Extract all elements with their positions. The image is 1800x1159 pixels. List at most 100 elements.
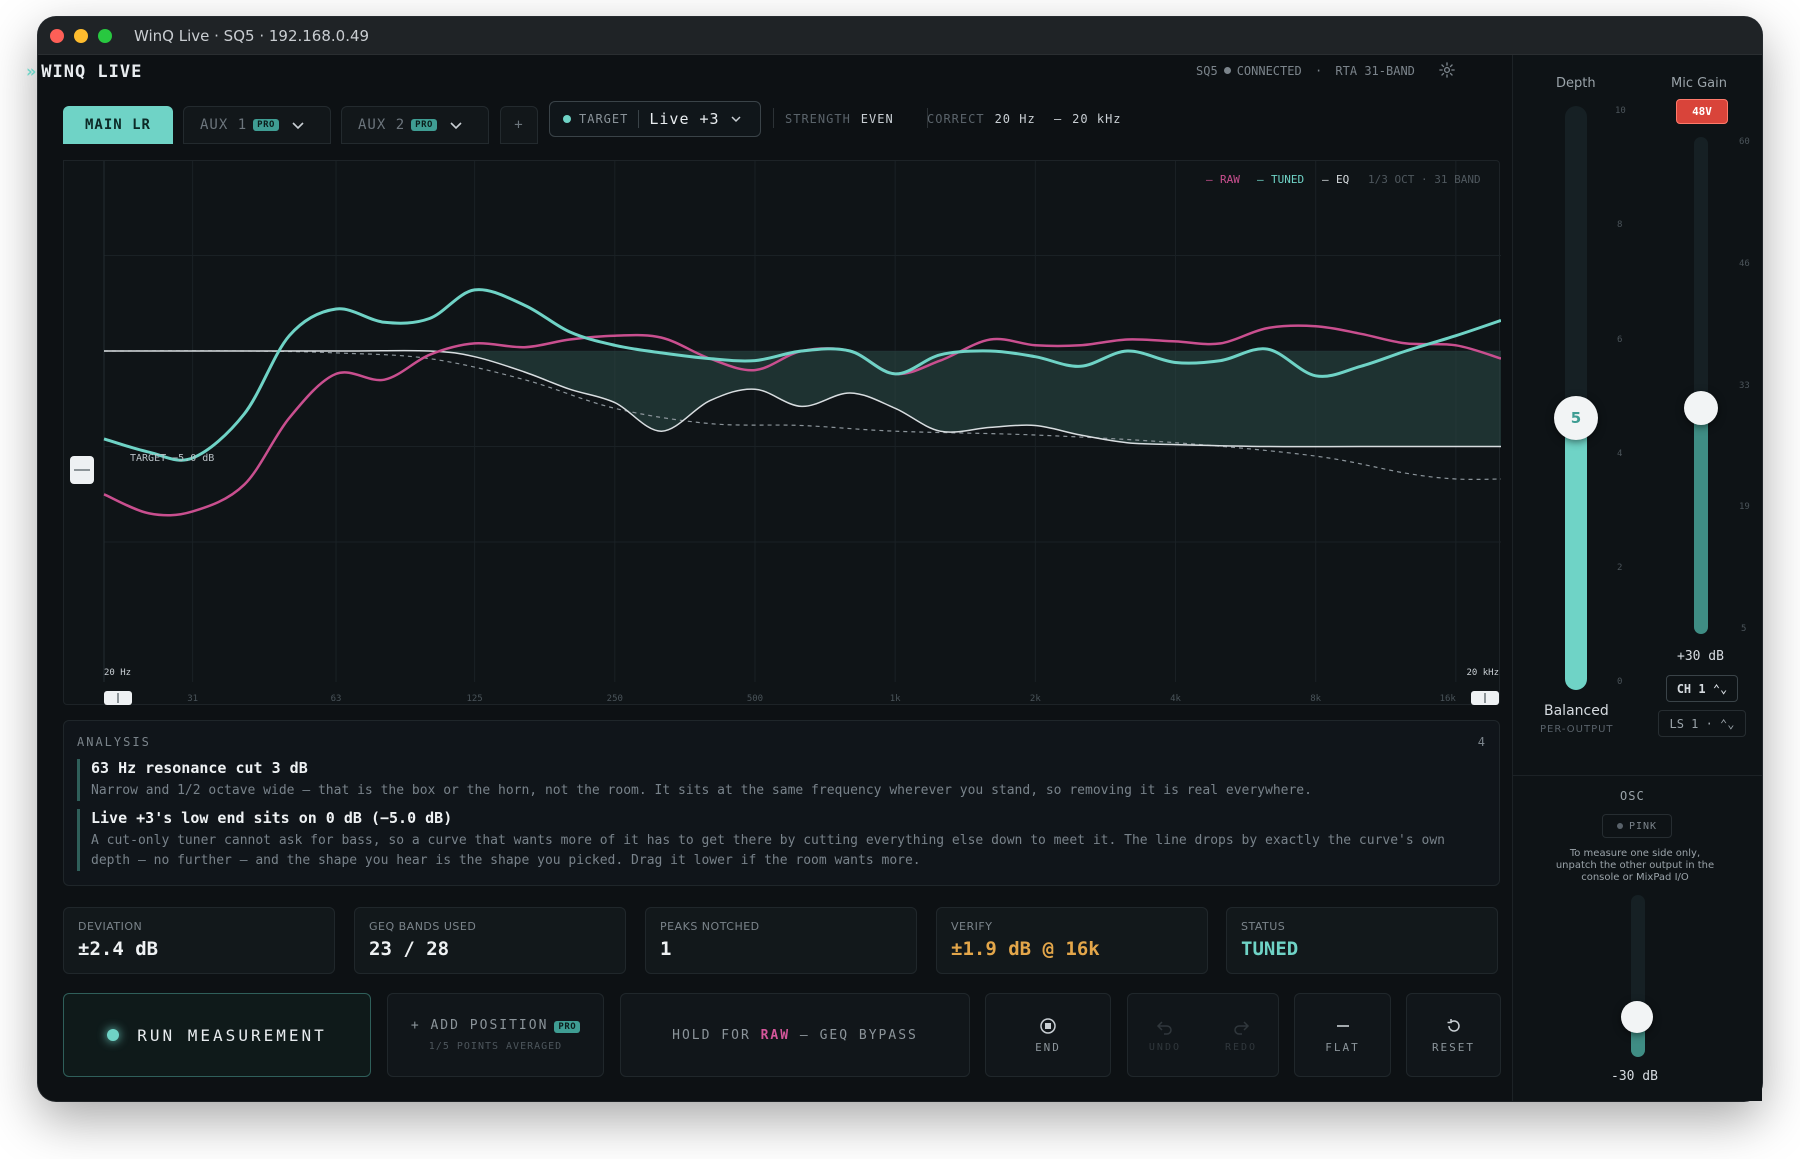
x-tick-label: 2k: [1030, 694, 1041, 704]
chevron-down-icon[interactable]: [449, 118, 463, 132]
end-button[interactable]: END: [985, 993, 1111, 1077]
hold-bypass-button[interactable]: HOLD FOR RAW — GEQ BYPASS: [620, 993, 970, 1077]
strength-value: EVEN: [860, 112, 894, 126]
depth-slider-fill: [1565, 418, 1587, 690]
stat-label: DEVIATION: [78, 920, 143, 933]
add-tab-button[interactable]: +: [500, 106, 538, 144]
strength-control[interactable]: STRENGTH EVEN: [785, 112, 894, 126]
run-measurement-button[interactable]: RUN MEASUREMENT: [63, 993, 371, 1077]
connection-dot-icon: [1223, 67, 1231, 74]
app-brand: » WINQ LIVE: [26, 62, 142, 82]
analyzer-mode: RTA 31-BAND: [1335, 64, 1415, 78]
legend-eq-swatch: –: [1322, 173, 1329, 186]
mic-gain-slider-fill: [1694, 408, 1708, 634]
run-label: RUN MEASUREMENT: [137, 1025, 327, 1045]
tab-aux-1[interactable]: AUX 1 PRO: [183, 106, 331, 144]
reset-label: RESET: [1431, 1040, 1476, 1054]
target-correction-area: [104, 350, 1501, 447]
brand-chevron-icon: »: [26, 62, 38, 82]
add-position-label: + ADD POSITION: [410, 1018, 549, 1033]
mic-gain-label: Mic Gain: [1671, 76, 1727, 91]
tab-main-lr-label: MAIN LR: [84, 117, 151, 133]
gain-scale-46: 46: [1739, 259, 1750, 269]
stat-value: 1: [660, 938, 672, 960]
osc-level-slider-knob[interactable]: [1621, 1001, 1653, 1033]
x-tick-label: 4k: [1170, 694, 1181, 704]
window-title: WinQ Live · SQ5 · 192.168.0.49: [134, 27, 370, 45]
reset-button[interactable]: RESET: [1406, 993, 1501, 1077]
osc-signal: PINK: [1628, 820, 1658, 832]
x-tick-label: 63: [331, 694, 342, 704]
zoom-window-button[interactable]: [98, 29, 112, 43]
stop-icon: [1040, 1017, 1056, 1034]
chevron-down-icon[interactable]: [291, 118, 305, 132]
target-curve-select[interactable]: TARGET Live +3: [549, 101, 761, 137]
channel-select[interactable]: CH 1 ⌃⌄: [1666, 675, 1738, 702]
pro-badge: PRO: [554, 1021, 581, 1033]
undo-button[interactable]: UNDO: [1149, 1018, 1181, 1053]
tab-aux-1-label: AUX 1: [200, 117, 248, 133]
minimize-window-button[interactable]: [74, 29, 88, 43]
gear-icon[interactable]: [1438, 61, 1456, 79]
depth-scale-10: 10: [1615, 106, 1626, 116]
flat-button[interactable]: FLAT: [1294, 993, 1391, 1077]
depth-mode-label: Balanced: [1544, 703, 1609, 719]
x-tick-label: 16k: [1440, 694, 1457, 704]
toolbar-divider: [773, 108, 774, 128]
tab-main-lr[interactable]: MAIN LR: [63, 106, 173, 144]
plus-icon: +: [514, 117, 524, 133]
stat-status: STATUS TUNED: [1226, 907, 1498, 974]
depth-scale-0: 0: [1617, 677, 1623, 687]
tab-aux-2-label: AUX 2: [358, 117, 406, 133]
tab-aux-2[interactable]: AUX 2 PRO: [341, 106, 489, 144]
legend-tuned-swatch: –: [1257, 173, 1264, 186]
hold-raw: RAW: [760, 1027, 791, 1043]
panel-divider: [1512, 775, 1762, 776]
analysis-item-heading: 63 Hz resonance cut 3 dB: [91, 759, 308, 777]
legend-tuned: TUNED: [1271, 173, 1304, 186]
stat-geq-bands: GEQ BANDS USED 23 / 28: [354, 907, 626, 974]
stat-label: GEQ BANDS USED: [369, 920, 477, 933]
legend-raw: RAW: [1220, 173, 1240, 186]
osc-label: OSC: [1620, 789, 1645, 803]
add-position-sub: 1/5 POINTS AVERAGED: [428, 1041, 563, 1052]
target-value: Live +3: [649, 110, 720, 128]
add-position-button[interactable]: + ADD POSITION PRO 1/5 POINTS AVERAGED: [387, 993, 604, 1077]
toolbar-divider: [927, 108, 928, 128]
gain-scale-5: 5: [1741, 624, 1747, 634]
osc-signal-select[interactable]: PINK: [1602, 814, 1672, 838]
undo-label: UNDO: [1148, 1041, 1181, 1053]
mic-gain-slider-knob[interactable]: [1684, 391, 1718, 425]
correct-to: 20 kHz: [1072, 112, 1122, 126]
correct-dash: —: [1053, 112, 1063, 126]
connection-status: SQ5 CONNECTED · RTA 31-BAND: [1196, 64, 1415, 78]
correct-from: 20 Hz: [994, 112, 1036, 126]
phantom-power-button[interactable]: 48V: [1676, 99, 1728, 124]
analysis-count: 4: [1477, 735, 1485, 749]
frequency-response-chart[interactable]: 20 Hz 31 63 125 250 500 1k 2k 4k 8k 16k 20 kHz TARG…: [63, 160, 1501, 705]
record-dot-icon: [107, 1029, 120, 1041]
loudspeaker-select[interactable]: LS 1 · ⌃⌄: [1658, 710, 1746, 737]
depth-scale-4: 4: [1617, 449, 1623, 459]
pro-badge: PRO: [411, 119, 437, 131]
x-tick-label: 1k: [890, 694, 901, 704]
depth-label: Depth: [1556, 76, 1596, 91]
stat-label: VERIFY: [951, 920, 993, 933]
x-tick-label: 500: [747, 694, 763, 704]
brand-name: WINQ LIVE: [41, 62, 143, 82]
stat-verify: VERIFY ±1.9 dB @ 16k: [936, 907, 1208, 974]
flat-label: FLAT: [1325, 1040, 1360, 1054]
depth-scale-2: 2: [1617, 563, 1623, 573]
depth-slider-knob[interactable]: 5: [1554, 396, 1598, 440]
stat-value: 23 / 28: [369, 938, 450, 960]
redo-label: REDO: [1225, 1041, 1258, 1053]
flat-line-icon: [1336, 1024, 1349, 1027]
correct-range[interactable]: CORRECT 20 Hz — 20 kHz: [927, 112, 1122, 126]
close-window-button[interactable]: [50, 29, 64, 43]
device-name: SQ5: [1196, 64, 1218, 78]
mic-gain-value: +30 dB: [1677, 649, 1724, 664]
x-tick-label: 8k: [1310, 694, 1321, 704]
title-bar: WinQ Live · SQ5 · 192.168.0.49: [38, 17, 1762, 55]
stat-value: ±1.9 dB @ 16k: [951, 938, 1100, 960]
redo-button[interactable]: REDO: [1225, 1018, 1257, 1053]
